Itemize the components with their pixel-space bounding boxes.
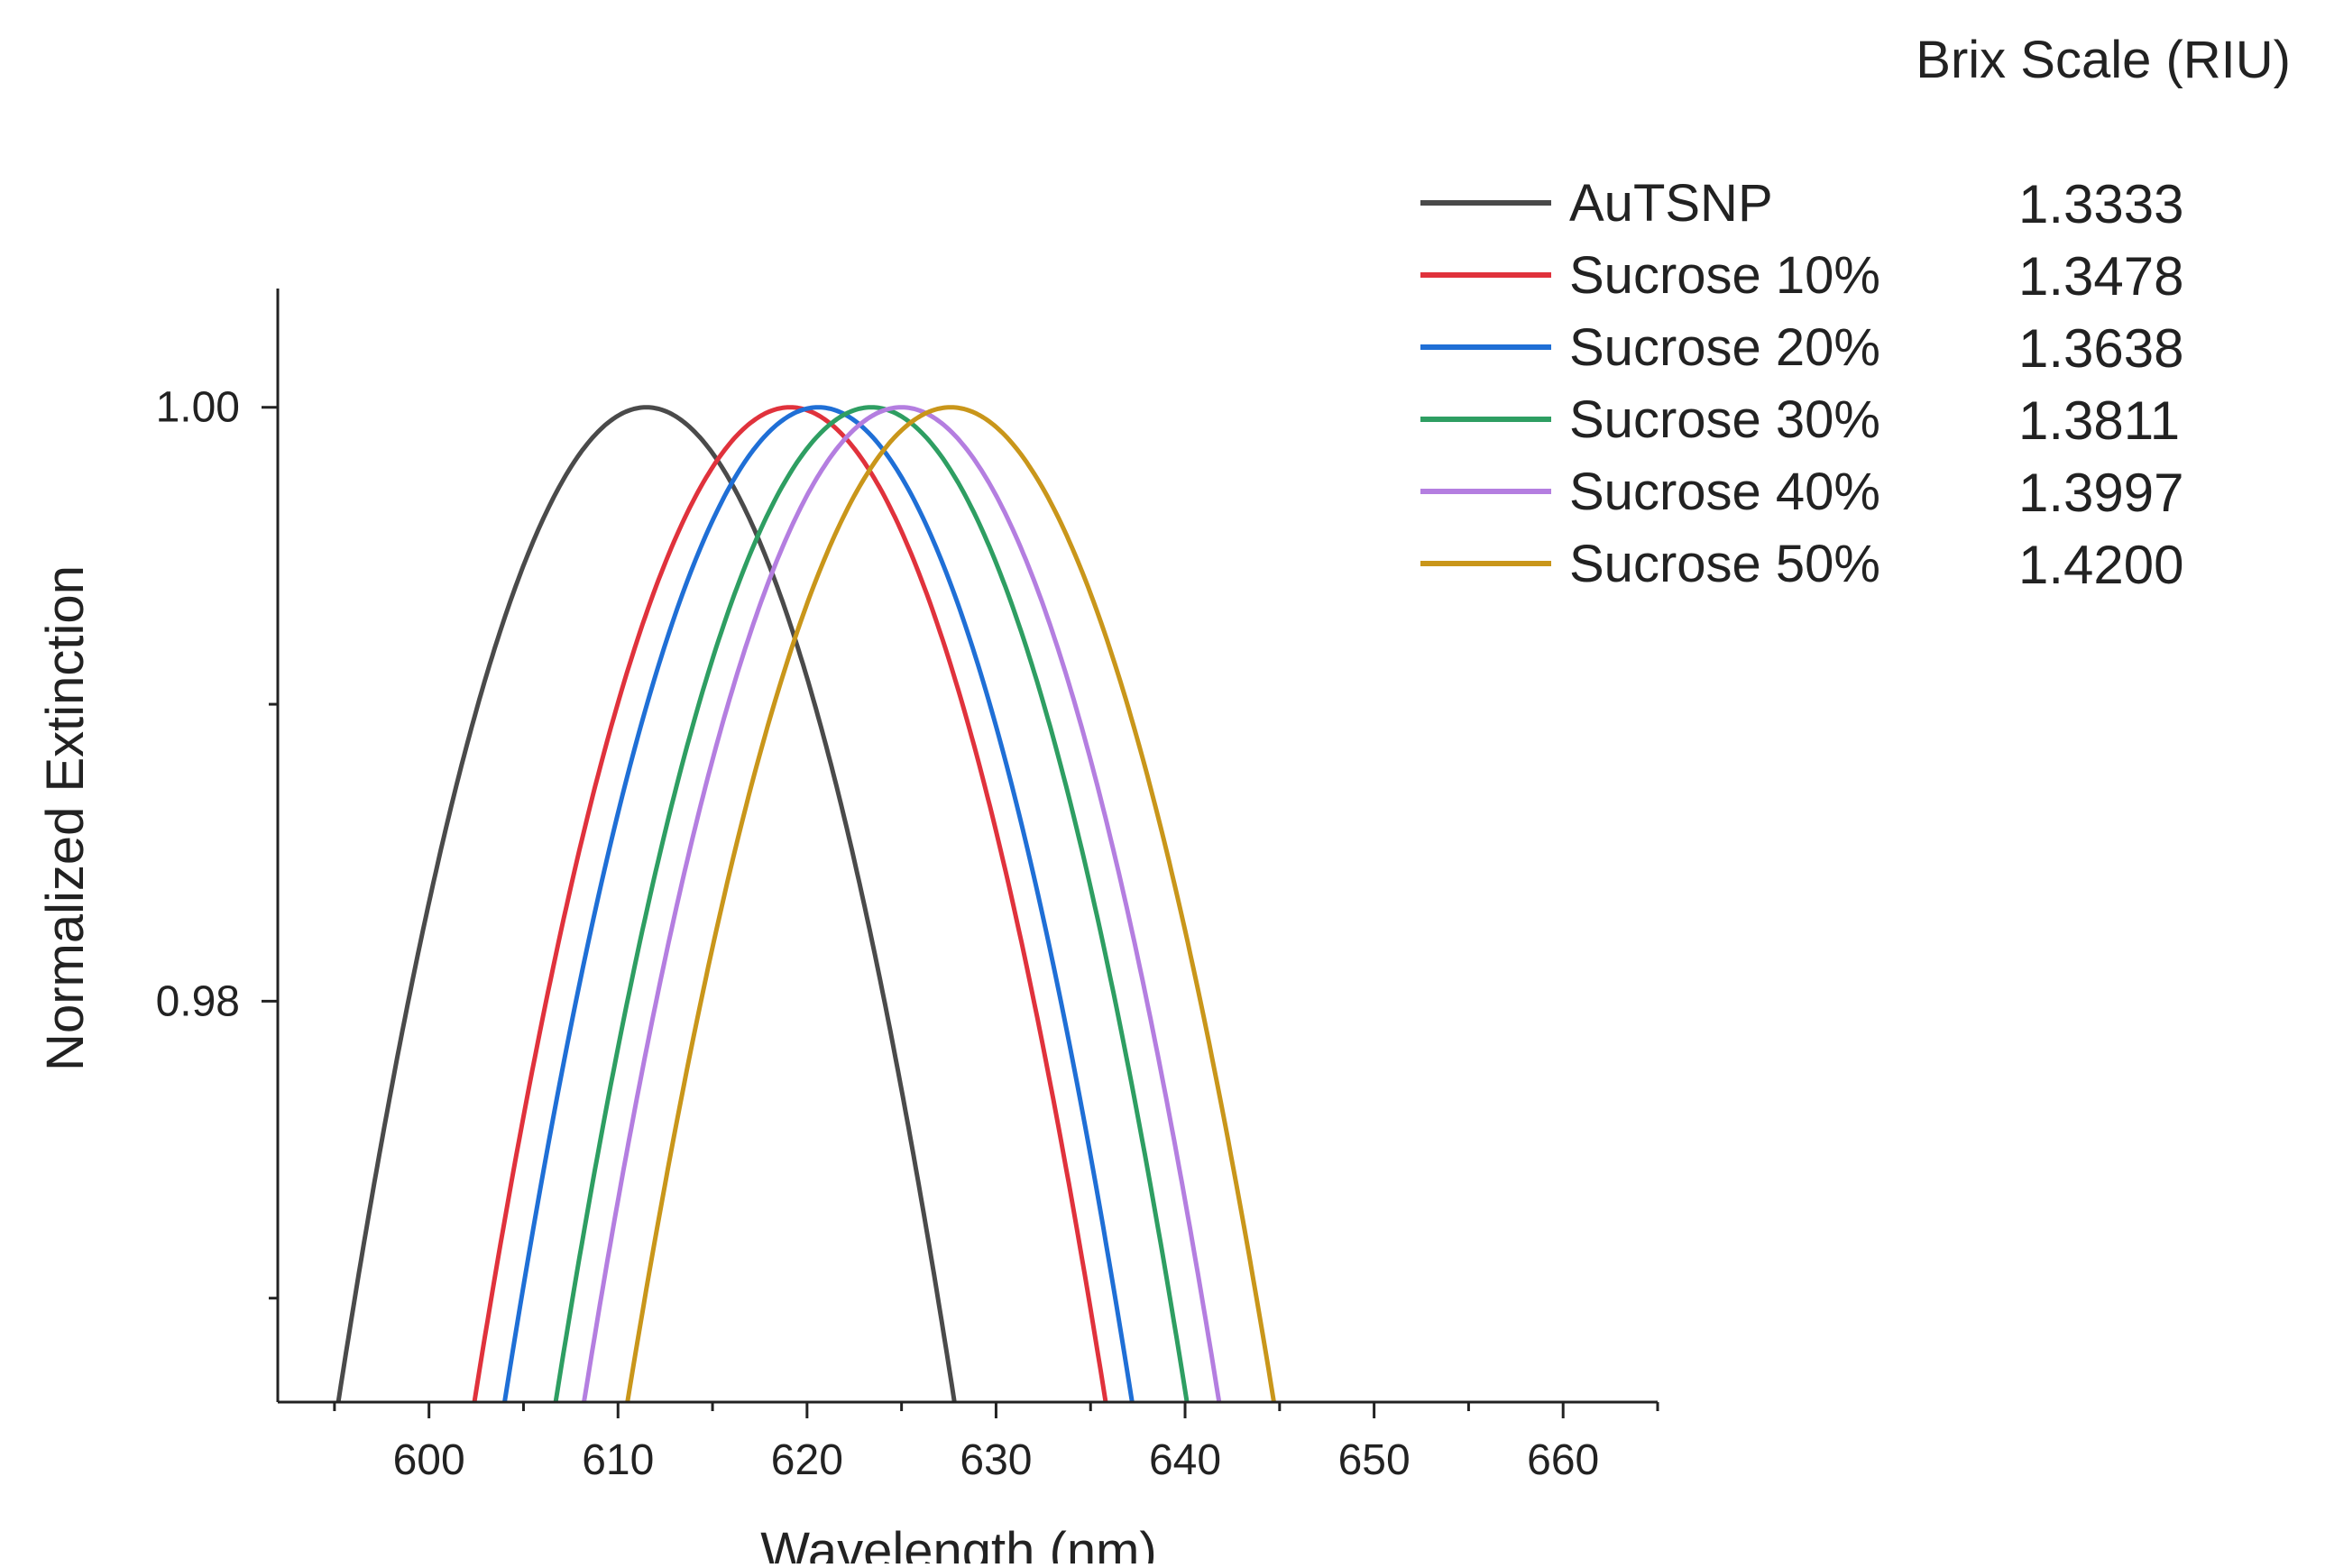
legend-value-autsnp: 1.3333 [2018, 174, 2184, 234]
axes: 600 610 620 630 640 650 660 0.98 1.00 Wavelength … [36, 289, 1659, 1568]
legend-value-sucrose-30: 1.3811 [2018, 390, 2180, 451]
legend-label-sucrose-10: Sucrose 10% [1569, 246, 1880, 305]
legend-value-sucrose-10: 1.3478 [2018, 246, 2184, 307]
legend-label-sucrose-30: Sucrose 30% [1569, 390, 1880, 449]
legend-label-sucrose-40: Sucrose 40% [1569, 463, 1880, 521]
series-line-sucrose-50 [625, 405, 1276, 1402]
series-line-autsnp [335, 405, 957, 1402]
plot-area [335, 405, 1276, 1402]
x-axis-title: Wavelength (nm) [760, 1522, 1156, 1563]
series-line-sucrose-10 [472, 405, 1108, 1402]
y-axis-title: Normalized Extinction [36, 565, 95, 1071]
x-tick-label-660: 660 [1527, 1436, 1599, 1484]
legend: Brix Scale (RIU) AuTSNP 1.3333 Sucrose 10% 1… [1420, 31, 2291, 595]
series-line-sucrose-40 [582, 405, 1222, 1402]
x-tick-label-600: 600 [393, 1436, 465, 1484]
x-tick-label-620: 620 [771, 1436, 843, 1484]
legend-label-autsnp: AuTSNP [1569, 174, 1773, 233]
legend-label-sucrose-50: Sucrose 50% [1569, 535, 1880, 593]
x-tick-label-650: 650 [1338, 1436, 1411, 1484]
x-tick-label-640: 640 [1149, 1436, 1221, 1484]
legend-label-sucrose-20: Sucrose 20% [1569, 318, 1880, 377]
legend-value-sucrose-50: 1.4200 [2018, 535, 2184, 595]
y-tick-label-1: 1.00 [156, 384, 240, 432]
series-line-sucrose-30 [553, 405, 1190, 1402]
legend-title: Brix Scale (RIU) [1916, 31, 2291, 89]
series-line-sucrose-20 [502, 405, 1135, 1402]
legend-value-sucrose-40: 1.3997 [2018, 463, 2184, 523]
legend-value-sucrose-20: 1.3638 [2018, 318, 2184, 379]
x-tick-label-630: 630 [960, 1436, 1032, 1484]
x-tick-label-610: 610 [582, 1436, 654, 1484]
y-tick-label-0.98: 0.98 [156, 977, 240, 1025]
